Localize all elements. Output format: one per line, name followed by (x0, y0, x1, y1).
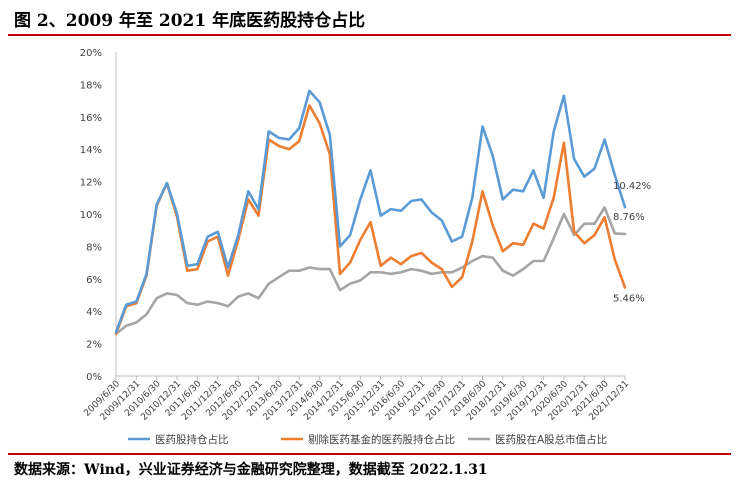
y-tick-label: 14% (80, 145, 102, 156)
series-line (114, 206, 627, 336)
y-tick-label: 18% (80, 80, 102, 91)
legend-label: 医药股在A股总市值占比 (495, 433, 607, 446)
data-label: 5.46% (613, 294, 645, 305)
axes: 0%2%4%6%8%10%12%14%16%18%20%2009/6/30200… (80, 48, 631, 423)
y-tick-label: 2% (86, 340, 102, 351)
data-label: 8.76% (613, 212, 645, 223)
end-labels: 10.42% 5.46% 8.76% (613, 181, 651, 304)
source-rule (8, 453, 731, 455)
legend-label: 剔除医药基金的医药股持仓占比 (308, 433, 455, 446)
y-tick-label: 0% (86, 372, 102, 383)
series-line (114, 104, 627, 336)
chart-title: 图 2、2009 年至 2021 年底医药股持仓占比 (14, 11, 366, 31)
series-line (114, 89, 627, 334)
series-lines (114, 89, 627, 336)
y-tick-label: 16% (80, 113, 102, 124)
y-tick-label: 12% (80, 178, 102, 189)
y-tick-label: 6% (86, 275, 102, 286)
y-tick-label: 20% (80, 48, 102, 59)
legend: 医药股持仓占比 剔除医药基金的医药股持仓占比 医药股在A股总市值占比 (128, 433, 607, 446)
y-tick-label: 4% (86, 307, 102, 318)
title-rule (8, 34, 731, 36)
data-label: 10.42% (613, 181, 651, 192)
legend-label: 医药股持仓占比 (155, 433, 229, 446)
y-tick-label: 8% (86, 242, 102, 253)
source-note: 数据来源：Wind，兴业证券经济与金融研究院整理，数据截至 2022.1.31 (14, 462, 488, 478)
y-tick-label: 10% (80, 210, 102, 221)
